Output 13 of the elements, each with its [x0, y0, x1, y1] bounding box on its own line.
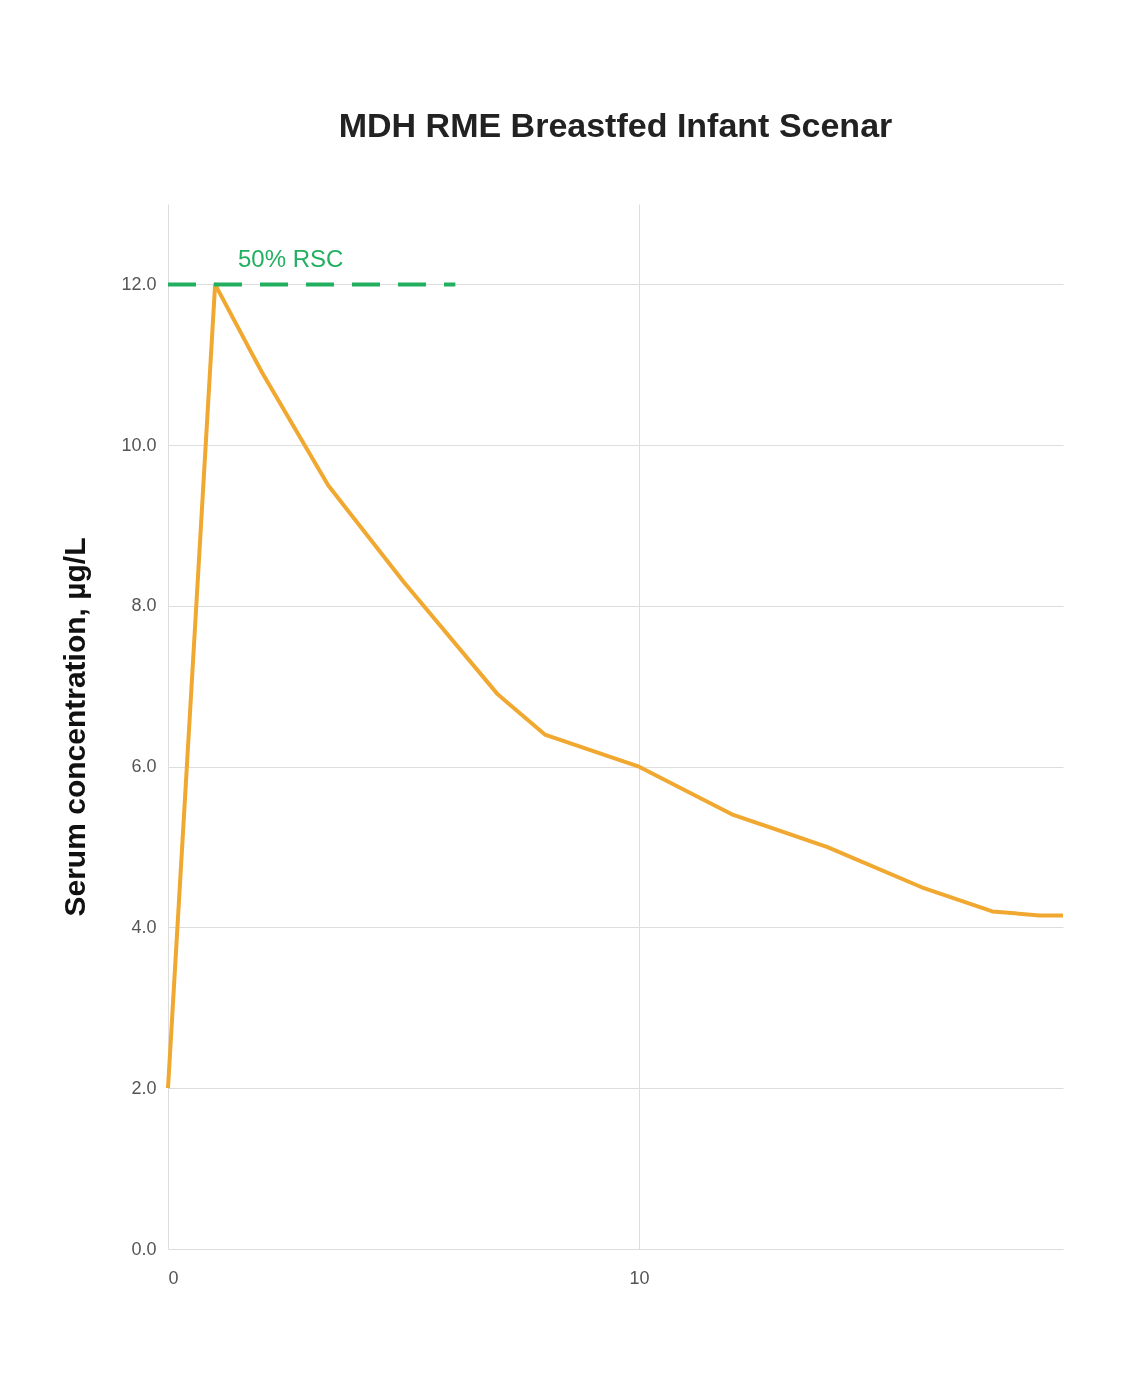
x-tick-label: 0 [168, 1267, 179, 1288]
y-tick-label: 10.0 [121, 434, 157, 455]
y-axis-title: Serum concentration, µg/L [58, 537, 92, 917]
chart-title: MDH RME Breastfed Infant Scenar [338, 106, 893, 144]
y-tick-label: 4.0 [131, 916, 157, 937]
y-tick-label: 0.0 [131, 1238, 157, 1259]
y-tick-label: 8.0 [131, 595, 157, 616]
series-label: 50% RSC [238, 245, 344, 273]
line-series [166, 282, 1065, 1091]
x-tick-label: 10 [629, 1267, 650, 1288]
y-tick-label: 12.0 [121, 273, 157, 294]
y-tick-label: 6.0 [131, 756, 157, 777]
y-tick-label: 2.0 [131, 1077, 157, 1098]
